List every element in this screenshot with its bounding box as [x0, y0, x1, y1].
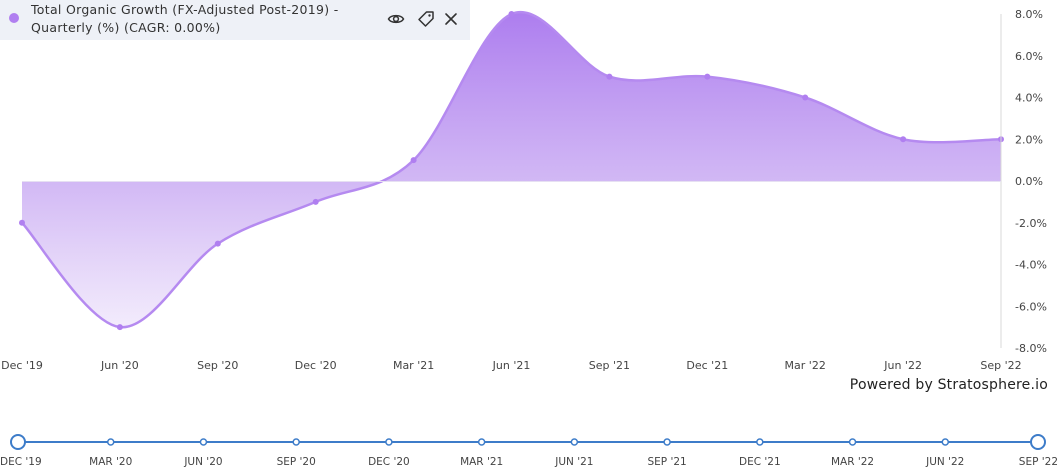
x-tick-label: Sep '22 — [980, 359, 1021, 372]
plot-area — [19, 10, 1004, 331]
legend-title: Total Organic Growth (FX-Adjusted Post-2… — [31, 2, 339, 35]
x-tick-label: Jun '22 — [883, 359, 922, 372]
y-tick-label: 2.0% — [1015, 133, 1043, 146]
tag-icon[interactable] — [417, 10, 435, 28]
navigator-tick — [292, 438, 300, 446]
navigator-start-handle[interactable] — [10, 434, 26, 450]
data-point[interactable] — [410, 157, 417, 164]
navigator-end-handle[interactable] — [1030, 434, 1046, 450]
data-point[interactable] — [704, 73, 711, 80]
navigator-tick — [199, 438, 208, 446]
navigator-label: SEP '20 — [277, 456, 316, 468]
data-point[interactable] — [508, 11, 515, 17]
navigator-label: DEC '20 — [368, 456, 410, 468]
navigator-label: JUN '20 — [183, 456, 222, 468]
close-icon[interactable] — [442, 10, 460, 28]
series-area — [22, 12, 1001, 328]
navigator-label: MAR '21 — [460, 456, 503, 468]
navigator-tick — [477, 438, 486, 446]
y-tick-label: 4.0% — [1015, 92, 1043, 105]
powered-by-label: Powered by Stratosphere.io — [849, 377, 1048, 393]
data-point[interactable] — [900, 136, 907, 143]
data-point[interactable] — [116, 324, 123, 331]
navigator-label: DEC '19 — [0, 456, 42, 468]
data-point[interactable] — [312, 198, 319, 205]
x-tick-label: Mar '21 — [393, 359, 434, 372]
y-axis-ticks: 8.0% 6.0% 4.0% 2.0% 0.0% -2.0% -4.0% -6.0% -8.0% — [1015, 8, 1047, 355]
eye-icon[interactable] — [387, 10, 405, 28]
navigator-tick — [570, 438, 579, 446]
y-tick-label: 0.0% — [1015, 175, 1043, 188]
y-tick-label: -6.0% — [1015, 300, 1047, 313]
x-tick-label: Jun '21 — [492, 359, 531, 372]
x-tick-label: Jun '20 — [100, 359, 139, 372]
y-tick-label: -8.0% — [1015, 342, 1047, 355]
legend: Total Organic Growth (FX-Adjusted Post-2… — [0, 0, 470, 40]
navigator-tick — [663, 438, 671, 446]
navigator-tick — [756, 438, 764, 446]
data-point[interactable] — [606, 73, 613, 80]
navigator-tick — [385, 438, 393, 446]
x-tick-label: Sep '21 — [589, 359, 630, 372]
x-tick-label: Dec '20 — [295, 359, 337, 372]
navigator-label: JUN '21 — [554, 456, 593, 468]
navigator-tick — [106, 438, 115, 446]
legend-marker — [9, 13, 19, 23]
x-tick-label: Dec '21 — [686, 359, 728, 372]
navigator-label: SEP '22 — [1019, 456, 1058, 468]
navigator-tick — [848, 438, 857, 446]
navigator-label: MAR '22 — [831, 456, 874, 468]
navigator-label: JUN '22 — [925, 456, 964, 468]
y-tick-label: -2.0% — [1015, 217, 1047, 230]
data-point[interactable] — [19, 219, 25, 226]
x-tick-label: Dec '19 — [1, 359, 43, 372]
navigator-label: DEC '21 — [739, 456, 781, 468]
y-tick-label: 8.0% — [1015, 8, 1043, 21]
x-axis-ticks: Dec '19 Jun '20 Sep '20 Dec '20 Mar '21 Jun '… — [1, 359, 1022, 372]
data-point[interactable] — [802, 94, 809, 101]
navigator-label: MAR '20 — [89, 456, 132, 468]
y-tick-label: -4.0% — [1015, 259, 1047, 272]
range-navigator[interactable]: DEC '19 MAR '20 JUN '20 SEP '20 DEC '20 MAR '… — [0, 434, 1058, 468]
y-tick-label: 6.0% — [1015, 50, 1043, 63]
series-line — [21, 10, 1002, 329]
navigator-label: SEP '21 — [647, 456, 686, 468]
navigator-tick — [941, 438, 950, 446]
x-tick-label: Sep '20 — [197, 359, 238, 372]
x-tick-label: Mar '22 — [785, 359, 826, 372]
data-point[interactable] — [214, 240, 221, 247]
